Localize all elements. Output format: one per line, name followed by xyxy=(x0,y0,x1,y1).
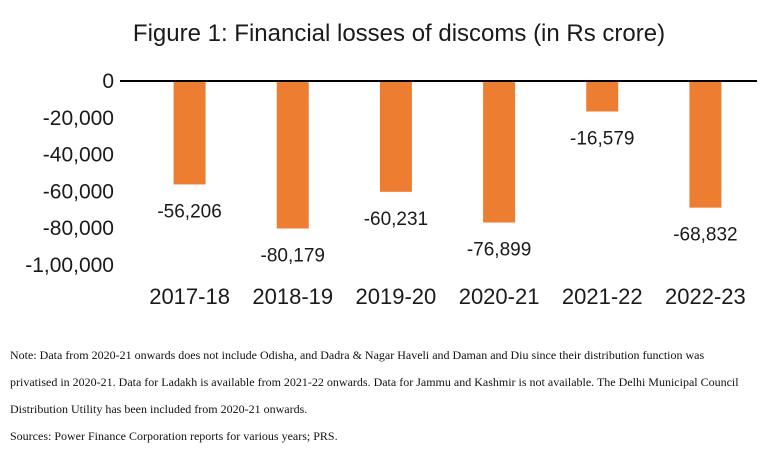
bar-2017-18 xyxy=(173,81,206,185)
bar-2021-22 xyxy=(586,81,619,112)
bar-2018-19 xyxy=(276,81,309,229)
x-tick-label: 2017-18 xyxy=(149,284,230,309)
y-tick-label: -20,000 xyxy=(43,107,114,130)
data-label: -16,579 xyxy=(570,129,634,150)
data-label: -76,899 xyxy=(467,239,531,260)
chart-title: Figure 1: Financial losses of discoms (i… xyxy=(133,20,665,47)
x-tick-label: 2018-19 xyxy=(252,284,333,309)
y-tick-label: 0 xyxy=(102,70,114,93)
data-label: -60,231 xyxy=(364,209,428,230)
bar-2020-21 xyxy=(483,81,516,223)
data-label: -80,179 xyxy=(261,246,325,267)
y-tick-label: -60,000 xyxy=(43,180,114,203)
data-label: -56,206 xyxy=(157,201,221,222)
bar-2019-20 xyxy=(379,81,412,192)
y-tick-label: -40,000 xyxy=(43,144,114,167)
y-axis: 0 -20,000 -40,000 -60,000 -80,000 -1,00,000 xyxy=(25,70,114,277)
chart: Figure 1: Financial losses of discoms (i… xyxy=(25,20,757,309)
x-tick-label: 2022-23 xyxy=(665,284,746,309)
data-labels: -56,206 -80,179 -60,231 -76,899 -16,579 -68,8… xyxy=(157,129,737,267)
bar-series xyxy=(173,81,722,229)
x-tick-label: 2020-21 xyxy=(459,284,540,309)
y-tick-label: -80,000 xyxy=(43,217,114,240)
data-label: -68,832 xyxy=(673,225,737,246)
x-axis: 2017-18 2018-19 2019-20 2020-21 2021-22 2022-… xyxy=(149,284,746,309)
bar-2022-23 xyxy=(689,81,722,208)
notes-section: Note: Data from 2020-21 onwards does not… xyxy=(10,342,750,450)
sources-text: Sources: Power Finance Corporation repor… xyxy=(10,429,338,443)
x-tick-label: 2019-20 xyxy=(356,284,437,309)
y-tick-label: -1,00,000 xyxy=(25,254,114,277)
x-tick-label: 2021-22 xyxy=(562,284,643,309)
note-text: Note: Data from 2020-21 onwards does not… xyxy=(10,348,739,416)
bar-chart: Figure 1: Financial losses of discoms (i… xyxy=(25,20,757,309)
